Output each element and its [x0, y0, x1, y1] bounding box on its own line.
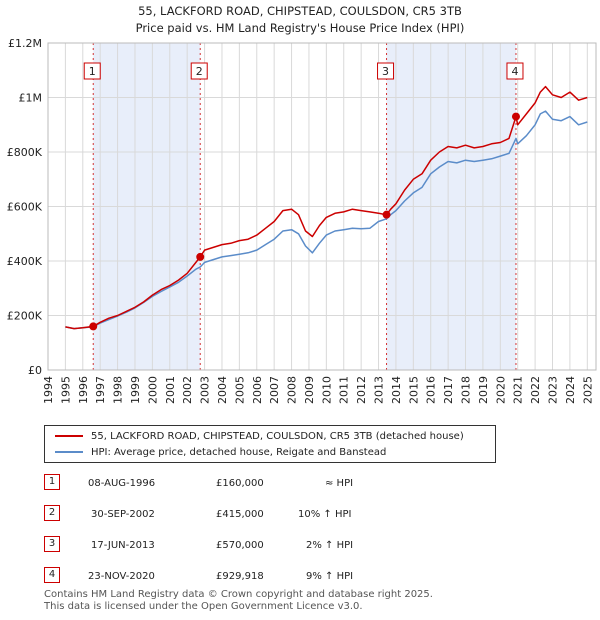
y-tick-label: £600K — [7, 201, 43, 214]
transaction-date: 23-NOV-2020 — [88, 571, 155, 582]
x-tick-label: 2017 — [442, 376, 455, 404]
x-tick-label: 2021 — [512, 376, 525, 404]
x-tick-label: 2016 — [425, 376, 438, 404]
x-tick-label: 2008 — [286, 376, 299, 404]
x-tick-label: 2004 — [216, 376, 229, 404]
transaction-row: 3 17-JUN-2013 £570,000 2% ↑ HPI — [44, 536, 444, 556]
x-tick-label: 1998 — [112, 376, 125, 404]
x-tick-label: 2022 — [529, 376, 542, 404]
transaction-hpi: 9% ↑ HPI — [306, 571, 354, 582]
transaction-row: 1 08-AUG-1996 £160,000 ≈ HPI — [44, 474, 444, 494]
x-tick-label: 2010 — [320, 376, 333, 404]
legend-item-hpi: HPI: Average price, detached house, Reig… — [55, 447, 386, 458]
sale-point — [511, 112, 520, 121]
x-tick-label: 1994 — [42, 376, 55, 404]
x-tick-label: 2005 — [233, 376, 246, 404]
transaction-number: 2 — [44, 505, 60, 521]
transaction-row: 2 30-SEP-2002 £415,000 10% ↑ HPI — [44, 505, 444, 525]
legend-swatch-hpi — [55, 451, 83, 453]
x-tick-label: 2023 — [547, 376, 560, 404]
transaction-price: £160,000 — [216, 478, 264, 489]
price-chart: 55, LACKFORD ROAD, CHIPSTEAD, COULSDON, … — [7, 4, 597, 404]
sale-label-number: 2 — [196, 65, 203, 78]
x-tick-label: 2006 — [251, 376, 264, 404]
x-tick-label: 2009 — [303, 376, 316, 404]
property-price-line — [65, 85, 588, 330]
legend-label-property: 55, LACKFORD ROAD, CHIPSTEAD, COULSDON, … — [91, 431, 464, 442]
x-tick-label: 2014 — [390, 376, 403, 404]
transaction-price: £929,918 — [216, 571, 264, 582]
x-tick-label: 1999 — [129, 376, 142, 404]
x-tick-label: 2025 — [581, 376, 594, 404]
transaction-hpi: 2% ↑ HPI — [306, 540, 354, 551]
sale-label-box — [377, 62, 395, 80]
transaction-date: 17-JUN-2013 — [91, 540, 155, 551]
y-tick-label: £0 — [28, 364, 42, 377]
y-tick-label: £200K — [7, 310, 43, 323]
sale-label-box — [506, 62, 524, 80]
legend-swatch-property — [55, 435, 83, 437]
transaction-price: £415,000 — [216, 509, 264, 520]
transaction-number: 3 — [44, 536, 60, 552]
y-tick-label: £400K — [7, 255, 43, 268]
transaction-date: 08-AUG-1996 — [88, 478, 156, 489]
x-tick-label: 2020 — [494, 376, 507, 404]
chart-title: 55, LACKFORD ROAD, CHIPSTEAD, COULSDON, … — [138, 4, 462, 18]
x-tick-label: 1995 — [59, 376, 72, 404]
chart-legend: 55, LACKFORD ROAD, CHIPSTEAD, COULSDON, … — [44, 425, 496, 463]
sale-label-number: 1 — [89, 65, 96, 78]
footer-attribution: Contains HM Land Registry data © Crown c… — [44, 589, 433, 613]
x-tick-label: 2003 — [199, 376, 212, 404]
x-tick-label: 1996 — [77, 376, 90, 404]
x-tick-label: 2019 — [477, 376, 490, 404]
x-tick-label: 2015 — [407, 376, 420, 404]
transaction-hpi: 10% ↑ HPI — [298, 509, 352, 520]
transaction-price: £570,000 — [216, 540, 264, 551]
x-tick-label: 2000 — [146, 376, 159, 404]
x-tick-label: 2007 — [268, 376, 281, 404]
transaction-hpi: ≈ HPI — [325, 478, 354, 489]
footer-copyright: Contains HM Land Registry data © Crown c… — [44, 589, 433, 600]
legend-item-property: 55, LACKFORD ROAD, CHIPSTEAD, COULSDON, … — [55, 431, 464, 442]
hpi-line — [65, 110, 588, 330]
x-tick-label: 2024 — [564, 376, 577, 404]
x-tick-label: 2012 — [355, 376, 368, 404]
plot-frame — [47, 42, 597, 371]
sale-point — [382, 210, 391, 219]
footer-license: This data is licensed under the Open Gov… — [44, 601, 363, 612]
x-tick-label: 2002 — [181, 376, 194, 404]
sale-label-box — [190, 62, 208, 80]
x-tick-label: 2013 — [373, 376, 386, 404]
sale-label-box — [83, 62, 101, 80]
transaction-row: 4 23-NOV-2020 £929,918 9% ↑ HPI — [44, 567, 444, 587]
y-tick-label: £800K — [7, 146, 43, 159]
x-tick-label: 2011 — [338, 376, 351, 404]
transaction-date: 30-SEP-2002 — [91, 509, 155, 520]
sale-point — [89, 322, 98, 331]
y-tick-label: £1.2M — [8, 37, 42, 50]
chart-subtitle: Price paid vs. HM Land Registry's House … — [136, 21, 465, 35]
transaction-number: 4 — [44, 567, 60, 583]
x-tick-label: 2018 — [460, 376, 473, 404]
y-tick-label: £1M — [19, 92, 43, 105]
x-tick-label: 1997 — [94, 376, 107, 404]
legend-label-hpi: HPI: Average price, detached house, Reig… — [91, 447, 387, 458]
transaction-number: 1 — [44, 474, 60, 490]
sale-label-number: 4 — [511, 65, 518, 78]
sale-point — [196, 252, 205, 261]
sale-label-number: 3 — [382, 65, 389, 78]
x-tick-label: 2001 — [164, 376, 177, 404]
